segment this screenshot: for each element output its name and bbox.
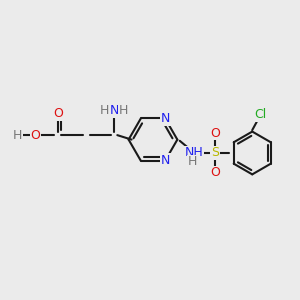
Text: H: H: [13, 129, 22, 142]
Text: N: N: [160, 154, 170, 167]
Text: O: O: [210, 127, 220, 140]
Text: O: O: [53, 107, 63, 120]
Text: NH: NH: [184, 146, 203, 160]
Text: N: N: [160, 112, 170, 125]
Text: Cl: Cl: [254, 108, 267, 121]
Text: H: H: [119, 104, 128, 117]
Text: O: O: [210, 167, 220, 179]
Text: O: O: [31, 129, 40, 142]
Text: H: H: [188, 155, 197, 168]
Text: H: H: [100, 104, 110, 117]
Text: S: S: [211, 146, 219, 160]
Text: N: N: [110, 104, 119, 117]
